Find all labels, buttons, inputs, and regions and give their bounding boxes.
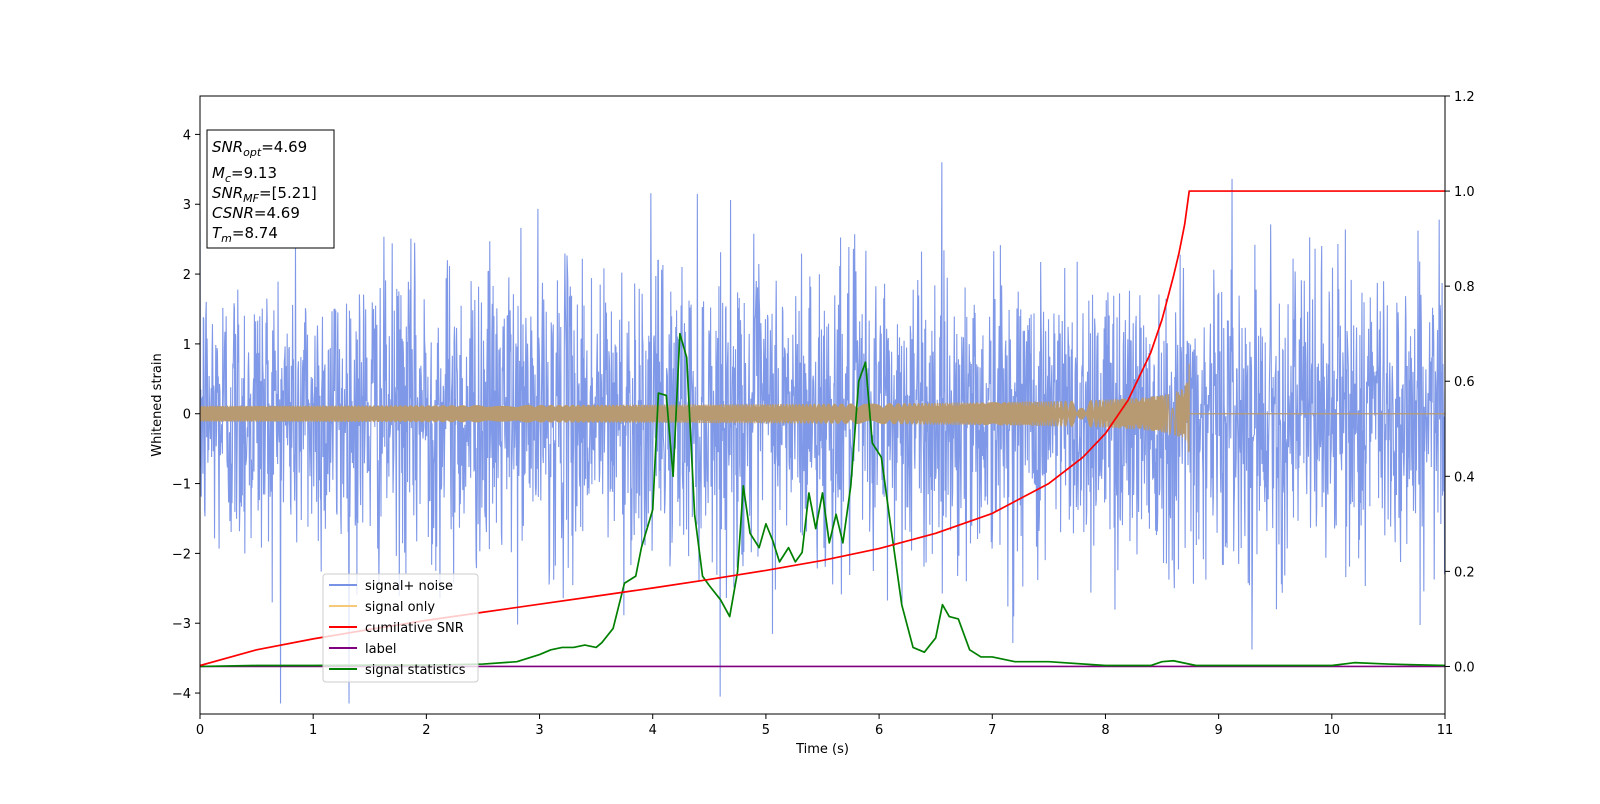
x-tick-label: 1 xyxy=(309,723,317,738)
x-tick-label: 2 xyxy=(422,723,430,738)
x-axis-title: Time (s) xyxy=(795,742,849,757)
y-left-tick-label: 0 xyxy=(183,408,191,423)
y-right-tick-label: 0.2 xyxy=(1454,565,1475,580)
legend-label-label: label xyxy=(365,642,396,657)
annotation-snr-opt: SNRopt=4.69 xyxy=(212,138,307,159)
x-tick-label: 0 xyxy=(196,723,204,738)
y-right-tick-label: 0.4 xyxy=(1454,470,1475,485)
legend-label-signal-only: signal only xyxy=(365,600,435,615)
series-signal-noise-line xyxy=(200,162,1445,704)
y-left-tick-label: −1 xyxy=(172,478,191,493)
annotation-mc: Mc=9.13 xyxy=(212,164,277,185)
legend-label-signal-noise: signal+ noise xyxy=(365,579,453,594)
y-left-tick-label: −4 xyxy=(172,687,191,702)
legend-frame xyxy=(322,573,479,683)
x-tick-label: 11 xyxy=(1437,723,1454,738)
x-tick-label: 5 xyxy=(762,723,770,738)
x-tick-label: 9 xyxy=(1214,723,1222,738)
y-left-tick-label: 2 xyxy=(183,268,191,283)
annotation-box-frame xyxy=(206,129,335,249)
axes-frame xyxy=(199,95,1446,715)
annotation-tm: Tm=8.74 xyxy=(212,224,278,245)
axes: 0 1 2 3 4 5 6 7 8 9 10 11 −4 −3 −2 −1 0 1 2 3 4 0.0 0.2 0.4 0.6 0… xyxy=(150,90,1475,757)
legend: signal+ noise signal only cumilative SNR… xyxy=(322,573,479,683)
y-right-tick-label: 0.6 xyxy=(1454,375,1475,390)
x-tick-label: 4 xyxy=(649,723,657,738)
x-tick-label: 8 xyxy=(1101,723,1109,738)
legend-label-cumulative-snr: cumilative SNR xyxy=(365,621,464,636)
annotation-snr-mf: SNRMF=[5.21] xyxy=(212,184,317,205)
x-tick-label: 10 xyxy=(1324,723,1341,738)
y-right-tick-label: 1.2 xyxy=(1454,90,1475,105)
y-axis-title: Whitened strain xyxy=(150,353,165,456)
y-left-tick-label: −2 xyxy=(172,547,191,562)
y-right-tick-label: 0.8 xyxy=(1454,280,1475,295)
x-tick-label: 7 xyxy=(988,723,996,738)
series-signal-statistics-line xyxy=(200,332,1445,668)
x-tick-label: 6 xyxy=(875,723,883,738)
x-tick-label: 3 xyxy=(535,723,543,738)
y-right-tick-label: 1.0 xyxy=(1454,185,1475,200)
series-signal-only-line xyxy=(200,363,1445,453)
legend-label-signal-statistics: signal statistics xyxy=(365,663,466,678)
y-left-tick-label: 4 xyxy=(183,128,191,143)
annotation-csnr: CSNR=4.69 xyxy=(212,204,300,222)
y-left-tick-label: 1 xyxy=(183,338,191,353)
y-left-tick-label: −3 xyxy=(172,617,191,632)
y-left-tick-label: 3 xyxy=(183,198,191,213)
y-right-tick-label: 0.0 xyxy=(1454,660,1475,675)
parameter-annotation-box: SNRopt=4.69 Mc=9.13 SNRMF=[5.21] CSNR=4.… xyxy=(206,129,335,249)
